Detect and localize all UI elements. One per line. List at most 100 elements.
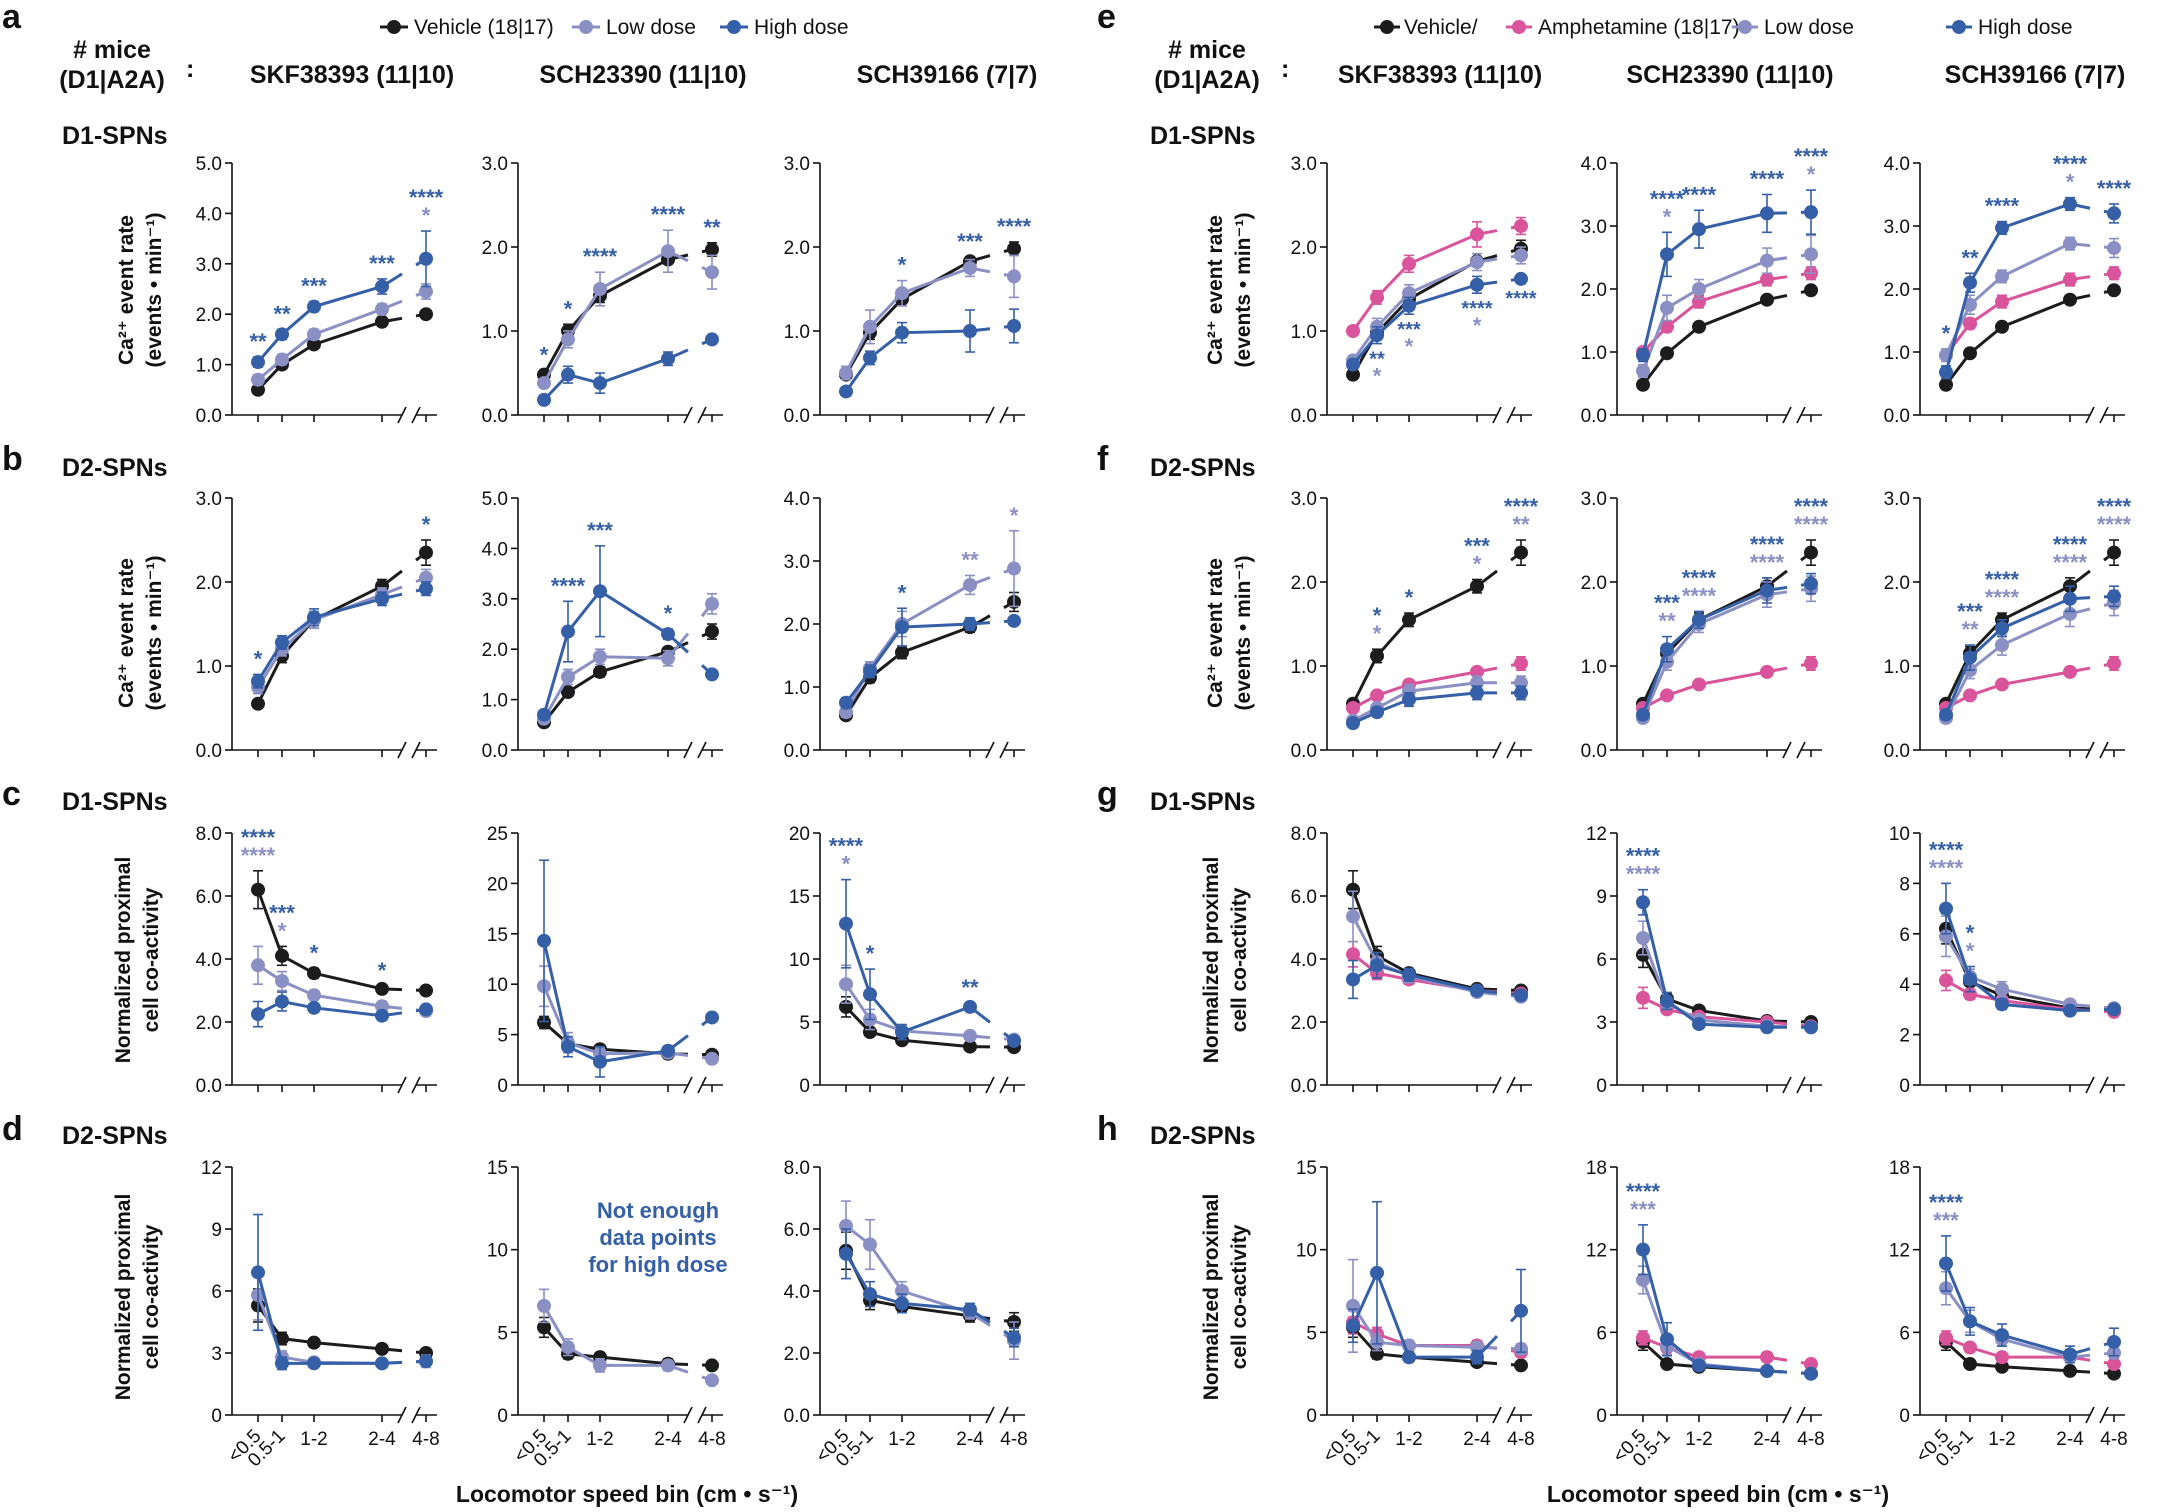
series-line [542,940,669,1064]
significance-marker: **** [1750,167,1785,192]
column-title-skf38393: SKF38393 (11|10) [250,61,454,89]
data-point [1660,319,1674,334]
significance-marker: **** [1929,1190,1964,1215]
x-axis-break [697,406,707,424]
data-point [593,1358,607,1373]
series-line [1944,278,2071,357]
x-axis-break [683,1406,693,1424]
x-axis-break [697,1406,707,1424]
x-axis-break [2099,1076,2109,1094]
data-point [1346,367,1360,382]
significance-marker: **** [1794,494,1829,519]
mice-label-line1: # mice [73,36,151,64]
data-point [1346,1318,1360,1333]
chart-panel-g2: 0 3 6 9 12 ******** [1586,824,1822,1097]
data-point [863,350,877,365]
data-point [1760,292,1774,307]
ylabel-c: Normalized proximal cell co-activity [112,857,163,1064]
data-point [1636,990,1650,1005]
data-point [895,620,909,635]
data-point [2107,266,2121,281]
chart-panel-c1: 0.02.04.06.08.0 ************** [196,824,437,1097]
chart-panel-a3: 0.01.02.03.0******** [784,154,1032,427]
series-line [1944,612,2071,719]
data-point [661,244,675,259]
data-point [705,242,719,257]
series-line [844,583,971,713]
data-point [2063,292,2077,307]
x-tick-label: 1-2 [586,1429,613,1450]
series-high [251,581,433,689]
data-point [1995,982,2009,997]
data-point [1939,377,1953,392]
data-point [1514,545,1528,560]
data-point [1470,277,1484,292]
y-tick-label: 1.0 [1581,657,1607,678]
series-line [1944,597,2071,716]
series-line [1351,260,1478,362]
significance-marker: **** [1626,844,1661,869]
y-tick-label: 4.0 [784,1282,810,1303]
data-point [1995,269,2009,284]
y-tick-label: 3.0 [1291,489,1317,510]
data-point [1402,298,1416,313]
y-tick-label: 4.0 [1581,154,1607,175]
data-point [1514,248,1528,263]
significance-marker: * [1373,603,1382,628]
data-point [275,1331,289,1346]
legend-high-label-right: High dose [1978,16,2073,39]
data-point [375,279,389,294]
data-point [1939,901,1953,916]
x-axis-break [985,1406,995,1424]
data-point [307,299,321,314]
data-point [1939,1256,1953,1271]
x-axis-break [1796,406,1806,424]
panel-label-g: g [1097,775,1118,813]
y-tick-label: 5 [1306,1323,1317,1344]
series-high [1939,1235,2121,1364]
significance-marker: *** [1933,1208,1959,1233]
data-point [1636,348,1650,363]
series-high [1939,882,2121,1018]
data-point [419,545,433,560]
y-tick-label: 15 [487,925,508,946]
y-tick-label: 2.0 [1581,280,1607,301]
data-point [1692,222,1706,237]
x-axis-break [411,406,421,424]
y-tick-label: 9 [211,1220,222,1241]
data-point [1402,612,1416,627]
significance-marker: **** [1794,144,1829,169]
significance-marker: **** [2097,512,2132,537]
y-tick-label: 0.0 [1291,406,1317,427]
data-point [963,1028,977,1043]
series-amphetamine [1346,216,1528,338]
data-point [1636,707,1650,722]
data-point [251,958,265,973]
data-point [705,624,719,639]
annotation-line3: for high dose [588,1252,727,1277]
y-tick-label: 3.0 [482,154,508,175]
significance-marker: **** [1929,855,1964,880]
y-tick-label: 2.0 [784,238,810,259]
y-tick-label: 0 [1596,1406,1607,1427]
legend-low-marker-right [1738,20,1752,34]
significance-marker: * [564,296,573,321]
x-axis-break [397,406,407,424]
data-point [1660,300,1674,315]
data-point [963,324,977,338]
series-low [537,229,719,391]
data-point [251,382,265,397]
data-point [1470,255,1484,270]
x-axis-break [1506,741,1516,759]
y-tick-label: 0.0 [784,1406,810,1427]
x-axis-break [1796,1406,1806,1424]
legend-low-marker [579,20,593,34]
significance-marker: * [278,918,287,943]
ylabel-d-line1: Normalized proximal [112,1194,135,1401]
data-point [375,314,389,329]
data-point [839,916,853,931]
series-high [251,991,433,1028]
ylabel-a: Ca²⁺ event rate (events • min⁻¹) [115,213,166,368]
significance-marker: **** [2053,532,2088,557]
